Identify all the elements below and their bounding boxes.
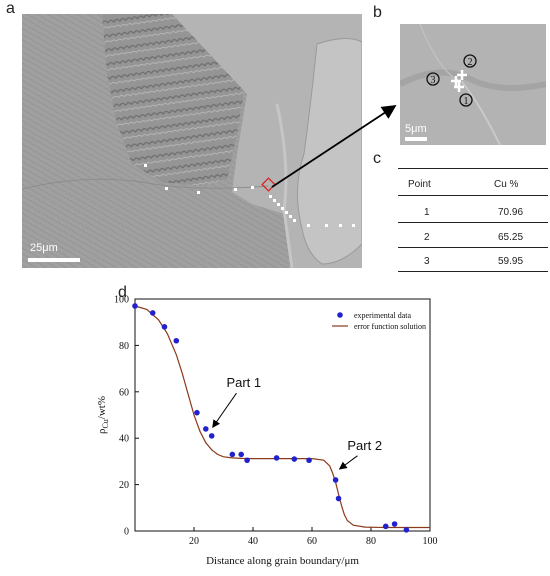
chart-d: 20 40 60 80 100 0 20 40 60 80 100 Part 1 Part 2 exp… (96, 295, 438, 568)
data-point (203, 426, 209, 432)
table-cell: 2 (424, 232, 430, 243)
data-point (132, 303, 138, 309)
zoom-arrow (271, 105, 397, 188)
scale-bar-a (28, 258, 80, 262)
x-tick-label: 20 (189, 536, 199, 547)
data-point (238, 451, 244, 458)
annotation-label: Part 1 (226, 375, 261, 390)
annotations: Part 1 Part 2 (212, 375, 382, 470)
table-cell: 59.95 (498, 256, 524, 267)
scale-label-a: 25μm (30, 242, 58, 254)
data-point (194, 409, 200, 416)
data-point (173, 337, 180, 344)
micrograph-b-texture: 1 2 3 (400, 24, 546, 145)
annotation-label: Part 2 (347, 438, 382, 453)
data-point (229, 451, 236, 458)
panel-label-a: a (6, 0, 15, 17)
data-point (403, 527, 410, 533)
y-tick-label: 20 (119, 480, 129, 491)
y-tick-label: 0 (124, 527, 129, 538)
data-point (335, 495, 342, 502)
x-axis-label: Distance along grain boundary/μm (206, 555, 359, 567)
annotation-arrow (338, 455, 358, 470)
table-rule-header (398, 195, 548, 196)
data-point (291, 456, 298, 462)
y-axis-label-rest: /wt% (96, 396, 108, 419)
panel-label-d: d (118, 284, 127, 301)
data-point (332, 477, 339, 483)
data-point (244, 457, 250, 464)
table-rule-bottom (398, 271, 548, 272)
x-tick-label: 60 (307, 536, 317, 547)
y-tick-label: 80 (119, 341, 129, 352)
marker-1: 1 (464, 96, 469, 107)
legend-label-points: experimental data (354, 311, 412, 320)
y-tick-label: 100 (114, 295, 129, 306)
series-line-error-function (134, 305, 430, 529)
panel-label-c: c (373, 150, 381, 167)
plot-frame (134, 298, 431, 532)
data-point (306, 457, 312, 464)
ticks: 20 40 60 80 100 0 20 40 60 80 100 (114, 295, 438, 548)
legend: experimental data error function solution (332, 311, 426, 331)
table-header-point: Point (408, 179, 431, 190)
legend-marker-points (337, 312, 343, 318)
table-cell: 70.96 (498, 207, 524, 218)
y-axis-label: ρCu/wt% (96, 396, 110, 434)
data-point (161, 324, 168, 330)
table-cell: 3 (424, 256, 430, 267)
table-rule (398, 222, 548, 223)
micrograph-a: 25μm (22, 14, 362, 268)
annotation-arrow (212, 392, 237, 429)
table-header-cu: Cu % (494, 179, 519, 190)
data-point (391, 521, 398, 527)
x-tick-label: 40 (248, 536, 258, 547)
data-point (208, 433, 215, 439)
data-point (382, 523, 389, 530)
micrograph-a-texture (22, 14, 362, 268)
panel-label-b: b (373, 4, 382, 21)
table-rule-top (398, 168, 548, 169)
y-axis-label-main: ρ (96, 428, 108, 434)
data-point (149, 310, 156, 316)
table-rule (398, 247, 548, 248)
x-tick-label: 80 (366, 536, 376, 547)
axes (134, 298, 431, 532)
scale-bar-b (405, 137, 427, 141)
y-tick-label: 40 (119, 434, 129, 445)
series-points-experimental (132, 303, 410, 533)
y-axis-label-sub: Cu (101, 419, 110, 428)
x-tick-label: 100 (423, 536, 438, 547)
scale-label-b: 5μm (405, 123, 427, 135)
table-cell: 1 (424, 207, 430, 218)
micrograph-b: 1 2 3 5μm (400, 24, 546, 145)
y-tick-label: 60 (119, 387, 129, 398)
marker-3: 3 (431, 75, 436, 86)
legend-label-line: error function solution (354, 322, 426, 331)
data-point (273, 455, 280, 461)
table-cell: 65.25 (498, 232, 524, 243)
marker-2: 2 (468, 57, 473, 68)
